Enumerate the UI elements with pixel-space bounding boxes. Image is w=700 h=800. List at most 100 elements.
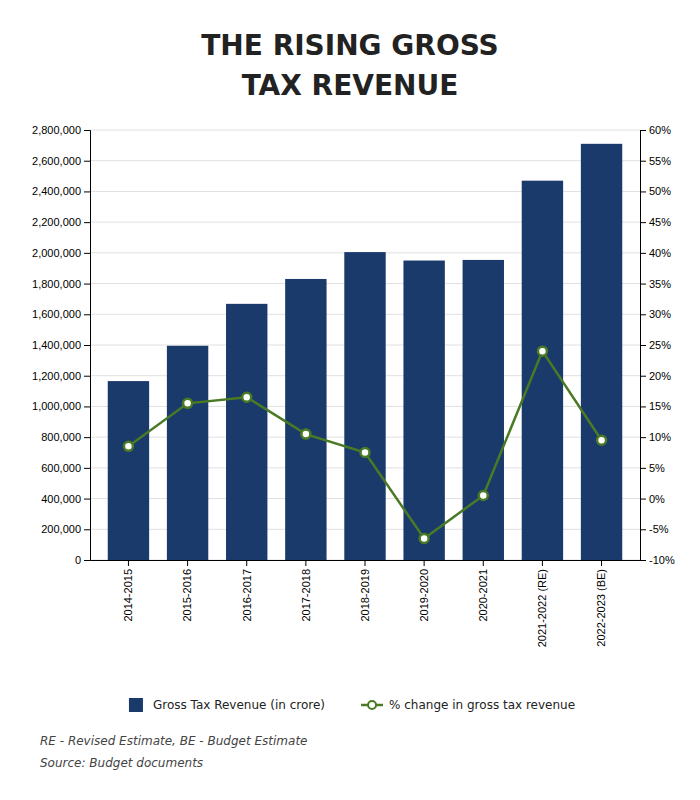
subtitle: TAX REVENUE xyxy=(242,69,459,102)
tick-mark xyxy=(640,560,646,561)
tick-mark xyxy=(640,468,646,469)
tick-label: 1,200,000 xyxy=(32,370,81,382)
tick: 1,800,000 xyxy=(32,278,90,290)
tick: 60% xyxy=(640,124,671,136)
tick: 2019-2020 xyxy=(418,560,430,622)
tick: 35% xyxy=(640,278,671,290)
tick-label: 2,000,000 xyxy=(32,247,81,259)
marker xyxy=(420,534,429,543)
marker xyxy=(597,436,606,445)
tick-label: 45% xyxy=(649,216,671,228)
tick-mark xyxy=(640,437,646,438)
bar xyxy=(463,260,504,560)
tick-label: 1,600,000 xyxy=(32,308,81,320)
y2-axis: -10%-5%0%5%10%15%20%25%30%35%40%45%50%55… xyxy=(640,124,675,566)
tick: 15% xyxy=(640,400,671,412)
tick-mark xyxy=(84,161,90,162)
tick: 2015-2016 xyxy=(181,560,193,622)
annotations: RE - Revised Estimate, BE - Budget Estim… xyxy=(40,734,308,770)
tick-mark xyxy=(84,222,90,223)
legend-item: % change in gross tax revenue xyxy=(361,698,575,712)
tick-label: 2,600,000 xyxy=(32,155,81,167)
tick-mark xyxy=(424,560,425,566)
tick: 30% xyxy=(640,308,671,320)
tick-mark xyxy=(640,222,646,223)
tick: 2022-2023 (BE) xyxy=(595,560,607,647)
tick-mark xyxy=(246,560,247,566)
tick: 0 xyxy=(75,554,90,566)
tick: 2016-2017 xyxy=(241,560,253,622)
tick: 2,800,000 xyxy=(32,124,90,136)
tick-mark xyxy=(84,376,90,377)
tick-label: 200,000 xyxy=(41,523,81,535)
bar xyxy=(167,346,208,560)
tick-mark xyxy=(84,130,90,131)
tick: 1,600,000 xyxy=(32,308,90,320)
tick: 600,000 xyxy=(41,462,90,474)
tick: 2,000,000 xyxy=(32,247,90,259)
tick-label: 400,000 xyxy=(41,493,81,505)
tick-label: 2021-2022 (RE) xyxy=(536,569,548,647)
tick: 200,000 xyxy=(41,523,90,535)
tick-mark xyxy=(542,560,543,566)
tick-label: 55% xyxy=(649,155,671,167)
tick-mark xyxy=(84,345,90,346)
tick-mark xyxy=(601,560,602,566)
note: RE - Revised Estimate, BE - Budget Estim… xyxy=(40,734,308,748)
tick-label: 40% xyxy=(649,247,671,259)
tick-label: 2019-2020 xyxy=(418,569,430,622)
tick-label: 30% xyxy=(649,308,671,320)
tick-label: 0% xyxy=(649,493,665,505)
tick-label: 800,000 xyxy=(41,431,81,443)
bar xyxy=(108,381,149,560)
tick-mark xyxy=(84,499,90,500)
tick: 1,400,000 xyxy=(32,339,90,351)
tick: 2014-2015 xyxy=(122,560,134,622)
tick-label: 35% xyxy=(649,278,671,290)
tick-mark xyxy=(187,560,188,566)
tick-mark xyxy=(640,345,646,346)
tick-label: 60% xyxy=(649,124,671,136)
tick-label: 2,400,000 xyxy=(32,185,81,197)
tick-mark xyxy=(84,314,90,315)
tick-mark xyxy=(640,314,646,315)
tick-label: 20% xyxy=(649,370,671,382)
tick-mark xyxy=(84,253,90,254)
tick-mark xyxy=(84,560,90,561)
legend-item: Gross Tax Revenue (in crore) xyxy=(129,698,325,712)
tick-mark xyxy=(128,560,129,566)
tick-label: -5% xyxy=(649,523,669,535)
tick: 1,200,000 xyxy=(32,370,90,382)
tick: 2021-2022 (RE) xyxy=(536,560,548,647)
tick: 50% xyxy=(640,185,671,197)
tick-mark xyxy=(640,161,646,162)
marker xyxy=(479,491,488,500)
tick-mark xyxy=(84,437,90,438)
legend: Gross Tax Revenue (in crore) % change in … xyxy=(129,698,575,712)
tick: 2,200,000 xyxy=(32,216,90,228)
tick-label: 5% xyxy=(649,462,665,474)
tick-mark xyxy=(305,560,306,566)
tick-mark xyxy=(640,284,646,285)
marker xyxy=(538,347,547,356)
bar xyxy=(344,252,385,560)
tick-mark xyxy=(640,406,646,407)
plot: 2014-20152015-20162016-20172017-20182018… xyxy=(32,124,675,647)
tick-mark xyxy=(84,406,90,407)
bar xyxy=(403,261,444,560)
tick-label: 0 xyxy=(75,554,81,566)
legend-swatch xyxy=(129,698,143,712)
chart: THE RISING GROSSTAX REVENUE2014-20152015… xyxy=(0,0,700,800)
grid-line xyxy=(90,130,640,131)
tick: 25% xyxy=(640,339,671,351)
tick-label: 1,400,000 xyxy=(32,339,81,351)
marker xyxy=(183,399,192,408)
note: Source: Budget documents xyxy=(40,756,203,770)
legend-label: Gross Tax Revenue (in crore) xyxy=(153,698,325,712)
tick: 800,000 xyxy=(41,431,90,443)
tick: 1,000,000 xyxy=(32,400,90,412)
marker xyxy=(361,448,370,457)
legend-swatch xyxy=(368,701,376,709)
bar xyxy=(522,181,563,560)
tick-mark xyxy=(84,529,90,530)
